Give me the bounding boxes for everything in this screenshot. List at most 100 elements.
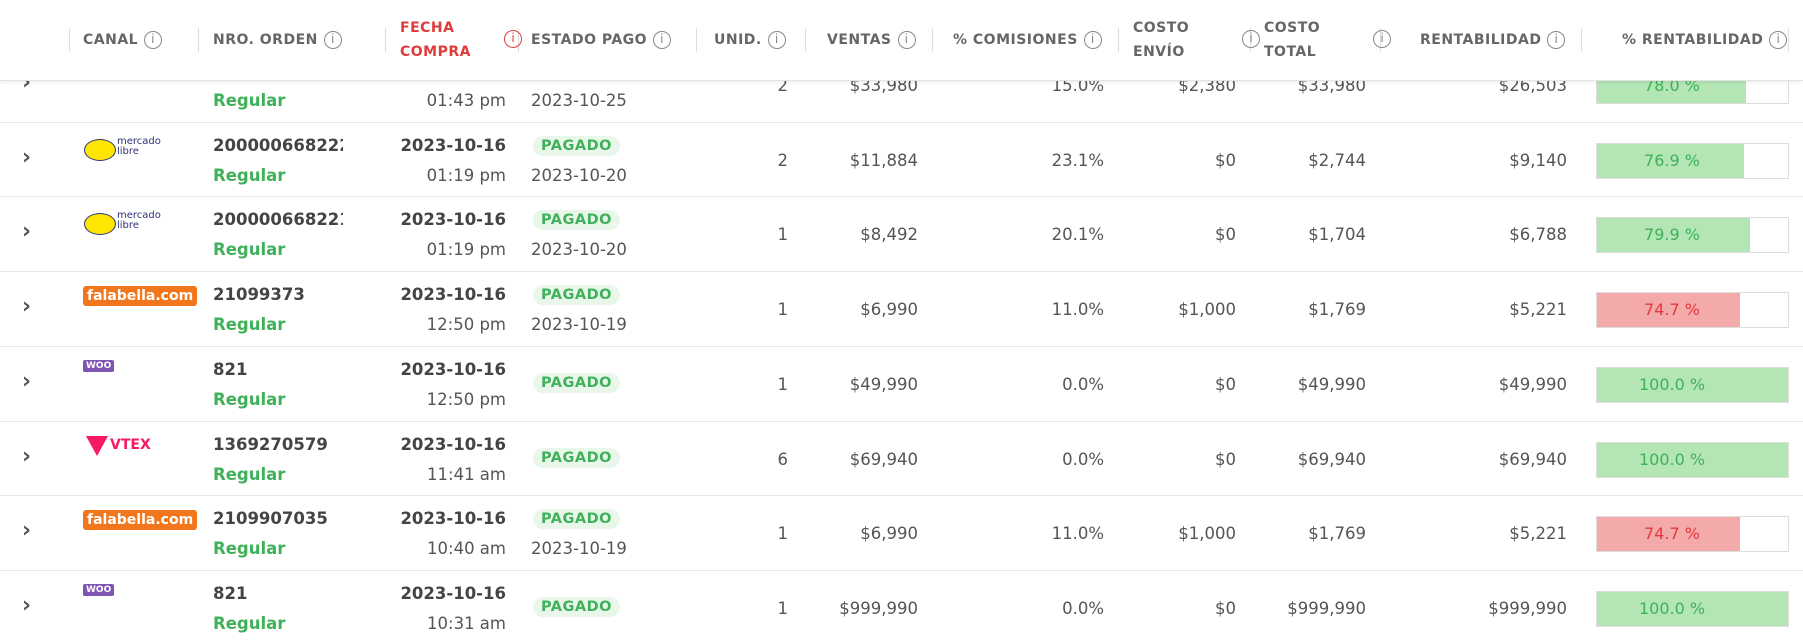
- order-number: 2000006682213: [213, 210, 343, 230]
- table-header: CANAL i NRO. ORDEN i FECHA COMPRA i ESTADO PAG…: [0, 0, 1803, 81]
- expand-arrow[interactable]: ›: [22, 518, 32, 544]
- status-pill: PAGADO: [533, 596, 621, 617]
- cell: 2023-10-16: [400, 135, 506, 155]
- cell: $69,940: [1498, 449, 1567, 469]
- cell: $999,990: [1488, 598, 1567, 618]
- cell: 10:31 am: [427, 613, 506, 633]
- cell: $5,221: [1509, 524, 1567, 544]
- expand-arrow[interactable]: ›: [22, 219, 32, 245]
- column-separator: [932, 28, 933, 52]
- profit-label: 79.9 %: [1644, 225, 1700, 245]
- column-separator: [69, 28, 70, 52]
- order-type: Regular: [213, 613, 286, 633]
- info-icon[interactable]: i: [504, 30, 522, 48]
- order-type: Regular: [213, 165, 286, 185]
- column-header[interactable]: COSTO ENVÍO: [1133, 16, 1228, 64]
- column-label: NRO. ORDEN: [213, 32, 318, 48]
- status-pill: PAGADO: [533, 509, 621, 530]
- logo-mark: [84, 213, 116, 236]
- cell: $49,990: [1498, 374, 1567, 394]
- cell: 1: [777, 524, 789, 544]
- profit-label: 100.0 %: [1638, 449, 1706, 469]
- table-row[interactable]: › WOO 821 Regular 2023-10-16 12:50 pm PAGADO 1 $…: [0, 345, 1803, 422]
- table-row[interactable]: › WOO 821 Regular 2023-10-16 10:31 am PAGADO 1 $…: [0, 569, 1803, 641]
- profit-bar-fill: [1597, 143, 1744, 178]
- info-icon[interactable]: i: [767, 31, 786, 49]
- cell: 1: [777, 598, 789, 618]
- expand-arrow[interactable]: ›: [22, 144, 32, 170]
- order-number: 21099373: [213, 285, 305, 305]
- profit-label: 100.0 %: [1638, 374, 1706, 394]
- order-number: 2109907035: [213, 509, 328, 529]
- cell: 2: [777, 150, 789, 170]
- profit-bar-fill: [1597, 517, 1740, 552]
- info-icon[interactable]: i: [1769, 31, 1788, 49]
- cell: $6,990: [860, 524, 918, 544]
- cell: 1: [777, 300, 789, 320]
- expand-arrow[interactable]: ›: [22, 592, 32, 618]
- logo-mark: [84, 138, 116, 161]
- table-row[interactable]: › mercado libre 2000006682222 Regular 2023-1…: [0, 121, 1803, 198]
- column-header[interactable]: FECHA COMPRA: [400, 16, 490, 64]
- channel-logo: WOO: [83, 583, 115, 596]
- channel-logo: mercado libre: [117, 135, 161, 157]
- column-label: COSTO ENVÍO: [1133, 20, 1190, 60]
- cell: 2023-10-16: [400, 285, 506, 305]
- table-row[interactable]: › falabella.com 21099373 Regular 2023-10-16 1…: [0, 271, 1803, 347]
- logo-mark: [86, 435, 108, 456]
- cell: $6,788: [1509, 225, 1567, 245]
- info-icon[interactable]: i: [1373, 30, 1391, 48]
- column-header[interactable]: UNID. i: [714, 28, 786, 52]
- table-row[interactable]: › VTEX 1369270579 Regular 2023-10-16 11:41 am…: [0, 420, 1803, 497]
- column-label: VENTAS: [827, 32, 892, 48]
- column-header[interactable]: VENTAS i: [827, 28, 916, 52]
- cell: $11,884: [849, 150, 918, 170]
- info-icon[interactable]: i: [1547, 31, 1566, 49]
- cell: 11.0%: [1051, 300, 1104, 320]
- column-label: % RENTABILIDAD: [1622, 32, 1764, 48]
- column-header[interactable]: COSTO TOTAL: [1264, 16, 1359, 64]
- info-icon[interactable]: i: [1242, 30, 1260, 48]
- info-icon[interactable]: i: [897, 31, 916, 49]
- expand-arrow[interactable]: ›: [22, 70, 32, 95]
- column-header[interactable]: RENTABILIDAD i: [1420, 28, 1566, 52]
- payment-date: 2023-10-25: [531, 91, 627, 110]
- order-type: Regular: [213, 539, 286, 559]
- info-icon[interactable]: i: [653, 31, 672, 49]
- expand-arrow[interactable]: ›: [22, 294, 32, 320]
- status-pill: PAGADO: [533, 285, 621, 306]
- info-icon[interactable]: i: [144, 31, 163, 49]
- column-header[interactable]: NRO. ORDEN i: [213, 28, 342, 52]
- expand-arrow[interactable]: ›: [22, 368, 32, 394]
- profit-label: 74.7 %: [1644, 524, 1700, 544]
- profit-bar-fill: [1597, 293, 1740, 328]
- column-header[interactable]: % COMISIONES i: [953, 28, 1102, 52]
- expand-arrow[interactable]: ›: [22, 443, 32, 469]
- cell: 01:43 pm: [426, 91, 506, 110]
- cell: $1,769: [1308, 300, 1366, 320]
- cell: $49,990: [849, 374, 918, 394]
- info-icon[interactable]: i: [1083, 31, 1102, 49]
- cell: 12:50 pm: [426, 315, 506, 335]
- profit-bar-fill: [1597, 218, 1750, 253]
- cell: 0.0%: [1062, 598, 1104, 618]
- status-pill: PAGADO: [533, 210, 621, 231]
- cell: $0: [1215, 374, 1236, 394]
- payment-date: 2023-10-19: [531, 539, 627, 559]
- column-header[interactable]: % RENTABILIDAD i: [1622, 28, 1788, 52]
- table-row[interactable]: › falabella.com 2109907035 Regular 2023-10-1…: [0, 495, 1803, 571]
- cell: 11:41 am: [427, 464, 506, 484]
- cell: 20.1%: [1051, 225, 1104, 245]
- status-pill: PAGADO: [533, 372, 621, 393]
- order-number: 821: [213, 583, 248, 603]
- cell: 6: [777, 449, 789, 469]
- info-icon[interactable]: i: [323, 31, 342, 49]
- column-header[interactable]: ESTADO PAGO i: [531, 28, 672, 52]
- cell: $999,990: [1287, 598, 1366, 618]
- profit-bar: 100.0 %: [1596, 441, 1789, 478]
- column-header[interactable]: CANAL i: [83, 28, 163, 52]
- cell: 1: [777, 374, 789, 394]
- order-number: 2000006682222: [213, 135, 343, 155]
- table-row[interactable]: › mercado libre 2000006682213 Regular 2023-1…: [0, 196, 1803, 272]
